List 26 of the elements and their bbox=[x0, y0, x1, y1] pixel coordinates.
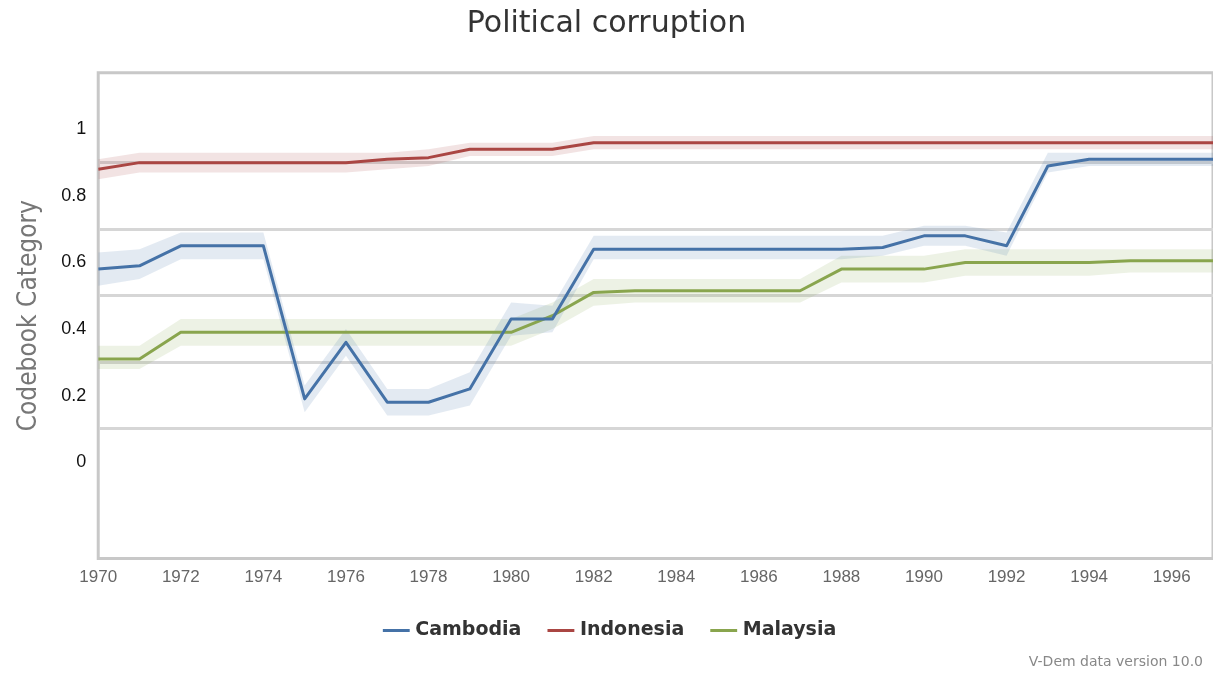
x-tick-label: 1992 bbox=[987, 567, 1026, 587]
x-tick-label: 1994 bbox=[1070, 567, 1109, 587]
x-tick-label: 1988 bbox=[822, 567, 861, 587]
y-tick-label: 0.8 bbox=[61, 184, 87, 205]
x-tick-label: 1996 bbox=[1152, 567, 1191, 587]
y-tick-label: 0.6 bbox=[61, 251, 87, 272]
x-tick-label: 1986 bbox=[739, 567, 778, 587]
x-tick-label: 1972 bbox=[161, 567, 200, 587]
y-tick-label: 0.4 bbox=[61, 317, 87, 338]
x-tick-label: 1980 bbox=[492, 567, 531, 587]
legend-label: Malaysia bbox=[742, 617, 837, 640]
text: V-Dem data version 10.0 bbox=[1028, 653, 1203, 669]
y-tick-label: 0 bbox=[76, 451, 87, 472]
legend-label: Cambodia bbox=[415, 617, 522, 640]
legend-label: Indonesia bbox=[579, 617, 685, 640]
y-tick-label: 0.2 bbox=[61, 384, 87, 405]
chart-title: Political corruption bbox=[465, 4, 748, 39]
y-tick-label: 1 bbox=[76, 118, 87, 139]
x-tick-label: 1978 bbox=[409, 567, 448, 587]
x-tick-label: 1982 bbox=[574, 567, 613, 587]
x-tick-label: 1974 bbox=[244, 567, 283, 587]
x-tick-label: 1976 bbox=[327, 567, 365, 587]
x-tick-label: 1984 bbox=[657, 567, 696, 587]
x-tick-label: 1970 bbox=[79, 567, 118, 587]
x-tick-label: 1990 bbox=[905, 567, 943, 587]
y-axis-title: Codebook Category bbox=[12, 199, 43, 432]
